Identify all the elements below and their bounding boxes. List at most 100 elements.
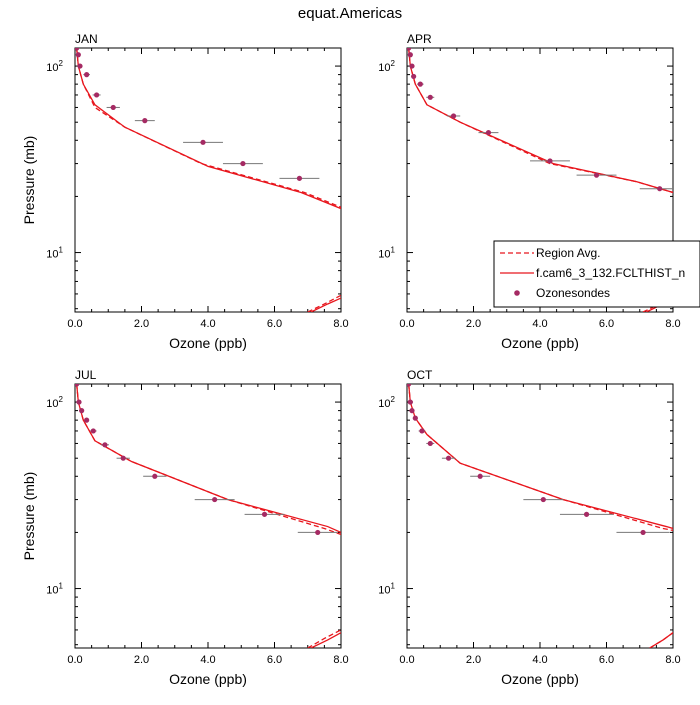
- x-tick-label: 2.0: [466, 318, 481, 330]
- data-layer: [407, 384, 673, 648]
- y-tick-label: 102: [46, 395, 63, 410]
- legend-label: f.cam6_3_132.FCLTHIST_n: [536, 266, 685, 280]
- region-avg-line: [76, 48, 341, 208]
- x-tick-label: 4.0: [200, 654, 215, 666]
- obs-point: [657, 186, 663, 192]
- obs-point: [445, 455, 452, 461]
- legend-box: [493, 240, 700, 308]
- obs-point: [427, 94, 433, 100]
- model-line: [408, 48, 673, 194]
- region-avg-line: [76, 384, 341, 536]
- region-avg-line: [307, 294, 341, 312]
- obs-point: [90, 428, 96, 434]
- obs-point: [315, 529, 321, 536]
- obs-point: [593, 172, 600, 178]
- obs-point: [419, 428, 425, 434]
- legend-marker: [514, 290, 520, 296]
- y-tick-label: 102: [378, 395, 395, 410]
- plot-frame: [406, 383, 674, 649]
- panel-apr: 0.0 2.0 4.0 6.0 8.0 101 102 APR Ozone (ppb): [378, 32, 680, 351]
- plot-frame: [74, 383, 342, 649]
- obs-point: [427, 440, 433, 447]
- obs-point: [485, 129, 492, 136]
- x-axis-label: Ozone (ppb): [169, 335, 247, 351]
- panel-jul: 0.0 2.0 4.0 6.0 8.0 101 102 JUL Ozone (ppb) Press…: [21, 368, 349, 687]
- obs-point: [411, 73, 417, 80]
- y-tick-label: 102: [46, 59, 63, 74]
- model-line: [408, 384, 673, 530]
- obs-point: [75, 52, 81, 58]
- x-tick-label: 0.0: [399, 654, 414, 666]
- model-line: [649, 632, 673, 648]
- panel-jan: 0.0 2.0 4.0 6.0 8.0 101 102 JAN Ozone (ppb) Press…: [21, 32, 349, 351]
- obs-point: [84, 417, 90, 423]
- region-avg-line: [408, 48, 673, 194]
- obs-point: [547, 158, 553, 164]
- obs-point: [200, 139, 206, 145]
- x-tick-label: 4.0: [532, 654, 547, 666]
- y-axis-label: Pressure (mb): [21, 472, 37, 561]
- obs-point: [407, 52, 413, 58]
- x-tick-label: 2.0: [134, 318, 149, 330]
- model-line: [310, 632, 341, 648]
- y-tick-label: 101: [46, 582, 63, 597]
- legend-label: Ozonesondes: [536, 286, 610, 300]
- x-tick-label: 4.0: [200, 318, 215, 330]
- obs-point: [94, 92, 100, 98]
- x-tick-label: 6.0: [267, 318, 282, 330]
- x-tick-label: 6.0: [267, 654, 282, 666]
- x-tick-label: 0.0: [67, 654, 82, 666]
- panel-title: JUL: [75, 368, 97, 382]
- obs-point: [296, 175, 303, 181]
- y-tick-label: 101: [378, 582, 395, 597]
- obs-point: [84, 72, 90, 78]
- figure-title: equat.Americas: [298, 5, 402, 22]
- obs-point: [583, 511, 590, 517]
- model-line: [76, 384, 341, 534]
- obs-point: [152, 473, 158, 479]
- panel-title: APR: [407, 32, 432, 46]
- obs-point: [75, 384, 80, 387]
- obs-point: [142, 118, 148, 124]
- x-tick-label: 6.0: [599, 318, 614, 330]
- x-axis-label: Ozone (ppb): [501, 335, 579, 351]
- x-tick-label: 4.0: [532, 318, 547, 330]
- obs-point: [477, 473, 483, 479]
- x-tick-label: 8.0: [333, 318, 348, 330]
- obs-point: [407, 384, 412, 387]
- obs-point: [409, 408, 415, 414]
- obs-point: [120, 455, 126, 461]
- x-tick-label: 8.0: [333, 654, 348, 666]
- obs-point: [640, 529, 646, 536]
- obs-point: [102, 442, 108, 448]
- y-tick-label: 102: [378, 59, 395, 74]
- obs-point: [407, 399, 413, 405]
- obs-point: [450, 113, 457, 119]
- data-layer: [75, 48, 341, 312]
- y-tick-label: 101: [46, 246, 63, 261]
- obs-point: [212, 496, 218, 503]
- x-tick-label: 2.0: [134, 654, 149, 666]
- x-tick-label: 8.0: [665, 654, 680, 666]
- x-tick-label: 0.0: [399, 318, 414, 330]
- x-tick-label: 8.0: [665, 318, 680, 330]
- x-tick-label: 6.0: [599, 654, 614, 666]
- obs-point: [417, 81, 423, 87]
- obs-point: [110, 104, 116, 111]
- obs-point: [412, 415, 418, 421]
- legend: Region Avg. f.cam6_3_132.FCLTHIST_n Ozones…: [493, 240, 700, 308]
- panel-title: JAN: [75, 32, 98, 46]
- region-avg-line: [307, 629, 341, 648]
- obs-point: [240, 160, 246, 167]
- model-line: [310, 297, 341, 312]
- y-axis-label: Pressure (mb): [21, 136, 37, 225]
- x-axis-label: Ozone (ppb): [501, 671, 579, 687]
- obs-point: [79, 408, 85, 414]
- obs-point: [76, 399, 82, 405]
- x-axis-label: Ozone (ppb): [169, 671, 247, 687]
- model-line: [76, 48, 341, 210]
- data-layer: [75, 384, 341, 648]
- obs-point: [77, 63, 83, 69]
